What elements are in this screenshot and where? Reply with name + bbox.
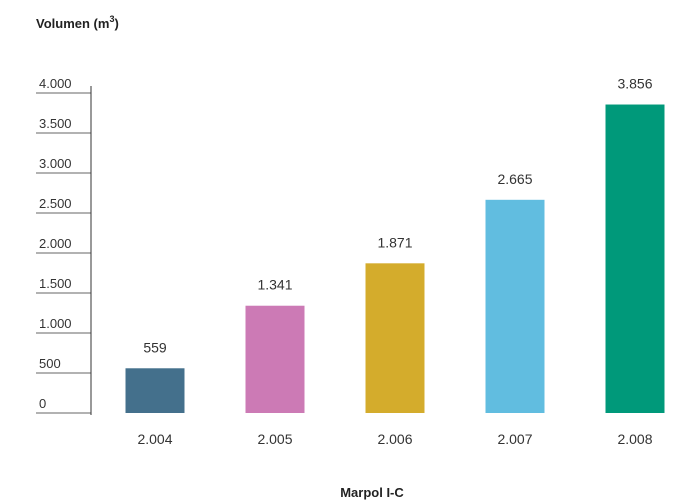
bar-2.007: [485, 199, 545, 413]
x-tick-label: 2.006: [377, 431, 412, 447]
bar-2.006: [365, 263, 425, 413]
bar-value-label: 1.871: [377, 234, 412, 250]
y-tick-label: 4.000: [39, 76, 72, 91]
y-axis-title-close: ): [114, 16, 118, 31]
bar-value-label: 559: [143, 339, 167, 355]
bar-value-label: 2.665: [497, 171, 532, 187]
x-axis-labels: 2.004 2.005 2.006 2.007 2.008: [137, 431, 652, 447]
bars: 559 1.341 1.871 2.665 3.856: [125, 76, 665, 414]
y-axis-title-superscript: 3: [109, 14, 114, 24]
y-tick-label: 3.500: [39, 116, 72, 131]
bar-2.005: [245, 305, 305, 413]
bar-2.008: [605, 104, 665, 414]
x-tick-label: 2.004: [137, 431, 172, 447]
x-tick-label: 2.005: [257, 431, 292, 447]
y-tick-label: 2.000: [39, 236, 72, 251]
x-axis-title: Marpol I-C: [340, 485, 404, 500]
x-tick-label: 2.007: [497, 431, 532, 447]
bar-value-label: 1.341: [257, 277, 292, 293]
y-axis-title-text: Volumen (m: [36, 16, 109, 31]
y-tick-label: 1.500: [39, 276, 72, 291]
y-tick-label: 3.000: [39, 156, 72, 171]
y-axis-title: Volumen (m3): [36, 14, 119, 31]
y-axis-ticks: 0 500 1.000 1.500 2.000 2.500 3.000 3.500 4.000: [36, 76, 91, 414]
bar-value-label: 3.856: [617, 76, 652, 92]
y-tick-label: 2.500: [39, 196, 72, 211]
x-tick-label: 2.008: [617, 431, 652, 447]
y-tick-label: 500: [39, 356, 61, 371]
bar-2.004: [125, 368, 185, 413]
y-tick-label: 1.000: [39, 316, 72, 331]
y-tick-label: 0: [39, 396, 46, 411]
